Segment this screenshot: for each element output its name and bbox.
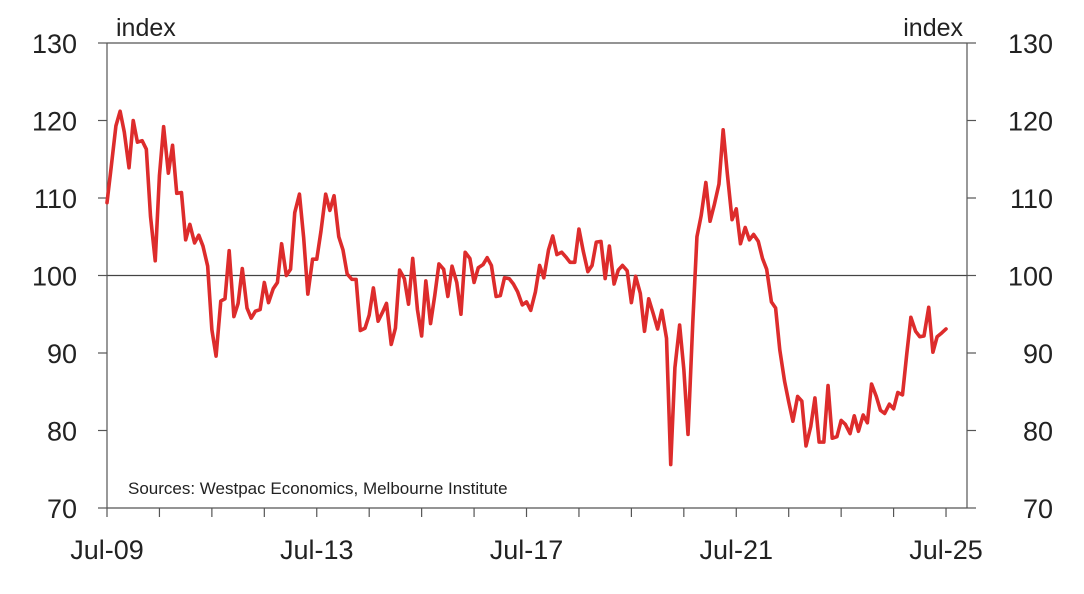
left-y-tick-label: 110 bbox=[34, 184, 77, 214]
right-y-tick-label: 100 bbox=[1008, 262, 1053, 292]
source-note: Sources: Westpac Economics, Melbourne In… bbox=[128, 479, 508, 498]
x-tick-label: Jul-25 bbox=[909, 535, 983, 565]
left-y-tick-label: 120 bbox=[32, 107, 77, 137]
right-y-tick-label: 110 bbox=[1010, 184, 1053, 214]
right-y-tick-label: 120 bbox=[1008, 107, 1053, 137]
right-y-tick-label: 130 bbox=[1008, 29, 1053, 59]
x-tick-label: Jul-17 bbox=[490, 535, 564, 565]
right-y-tick-label: 80 bbox=[1023, 417, 1053, 447]
x-tick-label: Jul-21 bbox=[699, 535, 773, 565]
left-y-tick-label: 130 bbox=[32, 29, 77, 59]
right-y-tick-label: 70 bbox=[1023, 494, 1053, 524]
right-axis-unit-label: index bbox=[903, 14, 963, 42]
left-y-tick-label: 70 bbox=[47, 494, 77, 524]
x-tick-label: Jul-13 bbox=[280, 535, 354, 565]
series-line-1 bbox=[105, 109, 948, 467]
right-y-tick-label: 90 bbox=[1023, 339, 1053, 369]
left-y-tick-label: 90 bbox=[47, 339, 77, 369]
x-tick-label: Jul-09 bbox=[70, 535, 144, 565]
left-y-tick-label: 80 bbox=[47, 417, 77, 447]
left-axis-unit-label: index bbox=[116, 14, 176, 42]
left-y-tick-label: 100 bbox=[32, 262, 77, 292]
